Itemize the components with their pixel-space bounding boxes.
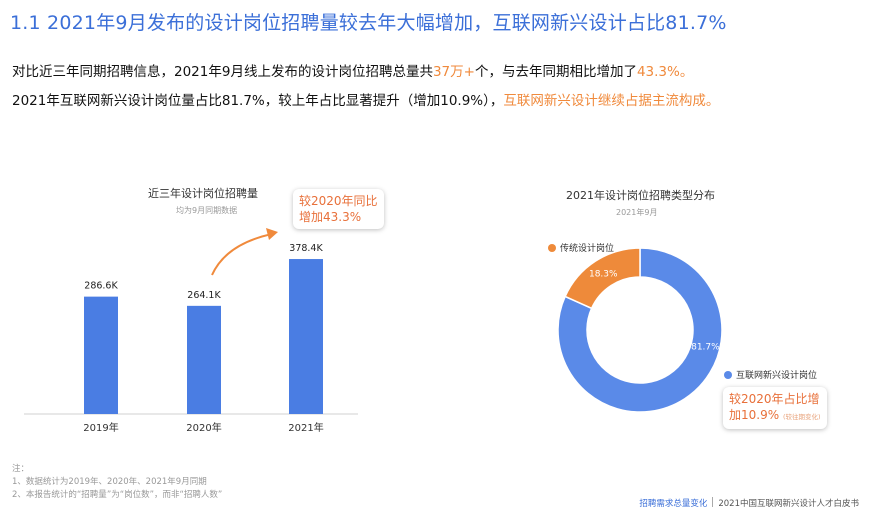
note-1: 1、数据统计为2019年、2020年、2021年9月同期 bbox=[12, 477, 207, 487]
growth-arrow-curve bbox=[211, 233, 273, 276]
donut-slice-0 bbox=[557, 247, 723, 413]
bar-callout-line-2: 增加43.3% bbox=[299, 210, 362, 224]
donut-share-callout: 较2020年占比增 加10.9% (较往期变化) bbox=[723, 387, 827, 429]
legend-dot-traditional bbox=[548, 244, 556, 252]
notes-heading: 注： bbox=[12, 464, 30, 474]
bar-value-label-1: 264.1K bbox=[187, 290, 221, 301]
donut-callout-note: (较往期变化) bbox=[782, 413, 821, 421]
x-tick-label-1: 2020年 bbox=[186, 421, 221, 434]
x-tick-label-2: 2021年 bbox=[288, 421, 323, 434]
bar-chart-subtitle: 均为9月同期数据 bbox=[176, 206, 238, 215]
bar-1 bbox=[187, 305, 221, 414]
bar-callout-line-1: 较2020年同比 bbox=[299, 194, 378, 208]
legend-traditional: 传统设计岗位 bbox=[548, 241, 614, 254]
footer-report-name: 2021中国互联网新兴设计人才白皮书 bbox=[718, 499, 859, 509]
growth-rate-highlight: 43.3%。 bbox=[636, 64, 694, 80]
footer-divider bbox=[712, 497, 714, 507]
intro-line-2: 2021年互联网新兴设计岗位量占比81.7%，较上年占比显著提升（增加10.9%… bbox=[12, 89, 719, 109]
x-tick-label-0: 2019年 bbox=[83, 421, 118, 434]
legend-label-traditional: 传统设计岗位 bbox=[560, 244, 615, 254]
bar-chart-title: 近三年设计岗位招聘量 bbox=[148, 187, 258, 200]
bar-growth-callout: 较2020年同比 增加43.3% bbox=[293, 189, 384, 229]
legend-dot-internet bbox=[724, 371, 732, 379]
legend-internet: 互联网新兴设计岗位 bbox=[724, 368, 817, 381]
donut-callout-value: 加10.9% bbox=[729, 408, 780, 422]
total-count-highlight: 37万+ bbox=[432, 64, 475, 80]
intro-line-1: 对比近三年同期招聘信息，2021年9月线上发布的设计岗位招聘总量共37万+个，与… bbox=[12, 60, 693, 80]
mainstream-highlight: 互联网新兴设计继续占据主流构成。 bbox=[503, 93, 720, 109]
bar-2 bbox=[289, 259, 323, 414]
bar-value-label-0: 286.6K bbox=[84, 281, 118, 292]
donut-chart-subtitle: 2021年9月 bbox=[616, 208, 658, 217]
donut-slice-1 bbox=[564, 247, 641, 310]
donut-callout-line-2: 加10.9% (较往期变化) bbox=[729, 407, 821, 425]
bar-0 bbox=[84, 296, 118, 414]
footer-section-link[interactable]: 招聘需求总量变化 bbox=[639, 499, 708, 509]
intro-line-2-a: 2021年互联网新兴设计岗位量占比81.7%，较上年占比显著提升（增加10.9%… bbox=[12, 93, 504, 109]
note-2: 2、本报告统计的“招聘量”为“岗位数”，而非“招聘人数” bbox=[12, 490, 223, 500]
legend-label-internet: 互联网新兴设计岗位 bbox=[736, 371, 818, 381]
footer: 招聘需求总量变化 2021中国互联网新兴设计人才白皮书 bbox=[639, 497, 859, 509]
page-title: 1.1 2021年9月发布的设计岗位招聘量较去年大幅增加，互联网新兴设计占比81… bbox=[10, 12, 727, 34]
intro-line-1-a: 对比近三年同期招聘信息，2021年9月线上发布的设计岗位招聘总量共 bbox=[12, 64, 433, 80]
donut-label-traditional: 18.3% bbox=[589, 269, 618, 279]
donut-label-internet: 81.7% bbox=[691, 343, 720, 353]
donut-chart-title: 2021年设计岗位招聘类型分布 bbox=[566, 189, 715, 202]
donut-callout-line-1: 较2020年占比增 bbox=[729, 392, 820, 406]
intro-line-1-c: 个，与去年同期相比增加了 bbox=[474, 64, 637, 80]
bar-value-label-2: 378.4K bbox=[289, 243, 323, 254]
notes: 注： 1、数据统计为2019年、2020年、2021年9月同期 2、本报告统计的… bbox=[12, 463, 222, 502]
growth-arrow-head bbox=[266, 228, 278, 240]
